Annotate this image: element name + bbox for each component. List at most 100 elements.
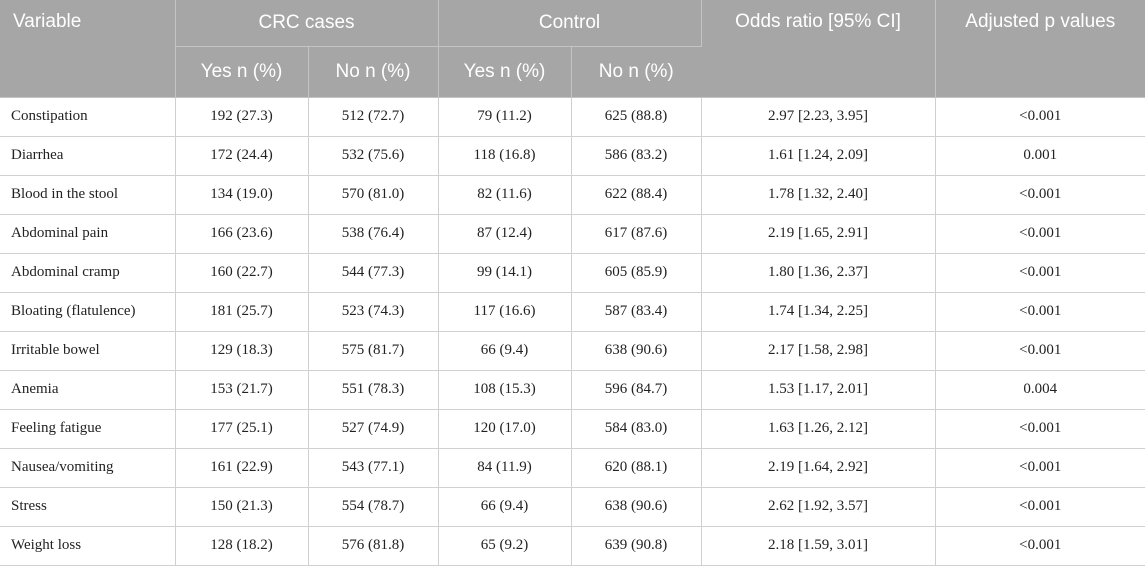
cell-crc-no: 527 (74.9) (308, 409, 439, 449)
cell-odds-ratio: 1.63 [1.26, 2.12] (701, 409, 936, 449)
cell-variable: Feeling fatigue (0, 409, 176, 449)
cell-crc-no: 554 (78.7) (308, 487, 439, 527)
cell-odds-ratio: 1.53 [1.17, 2.01] (701, 370, 936, 410)
cell-control-yes: 120 (17.0) (438, 409, 572, 449)
table-row: Anemia 153 (21.7) 551 (78.3) 108 (15.3) 596 … (0, 370, 1145, 410)
cell-crc-no: 544 (77.3) (308, 253, 439, 293)
table-row: Constipation 192 (27.3) 512 (72.7) 79 (11.2… (0, 96, 1145, 137)
table-row: Nausea/vomiting 161 (22.9) 543 (77.1) 84 (1… (0, 448, 1145, 488)
cell-control-yes: 66 (9.4) (438, 331, 572, 371)
cell-control-no: 638 (90.6) (571, 331, 702, 371)
cell-control-no: 605 (85.9) (571, 253, 702, 293)
cell-variable: Diarrhea (0, 136, 176, 176)
cell-odds-ratio: 2.19 [1.64, 2.92] (701, 448, 936, 488)
cell-odds-ratio: 2.62 [1.92, 3.57] (701, 487, 936, 527)
cell-control-yes: 79 (11.2) (438, 96, 572, 137)
cell-odds-ratio: 1.61 [1.24, 2.09] (701, 136, 936, 176)
cell-crc-no: 576 (81.8) (308, 526, 439, 566)
cell-crc-yes: 177 (25.1) (175, 409, 309, 449)
cell-control-no: 587 (83.4) (571, 292, 702, 332)
cell-control-no: 638 (90.6) (571, 487, 702, 527)
header-adjusted-p: Adjusted p values (935, 0, 1145, 98)
cell-variable: Nausea/vomiting (0, 448, 176, 488)
cell-adjusted-p: <0.001 (935, 96, 1145, 137)
cell-adjusted-p: 0.001 (935, 136, 1145, 176)
cell-odds-ratio: 2.17 [1.58, 2.98] (701, 331, 936, 371)
table-row: Blood in the stool 134 (19.0) 570 (81.0) 82… (0, 175, 1145, 215)
cell-control-no: 596 (84.7) (571, 370, 702, 410)
cell-crc-yes: 150 (21.3) (175, 487, 309, 527)
cell-crc-yes: 134 (19.0) (175, 175, 309, 215)
cell-control-no: 620 (88.1) (571, 448, 702, 488)
cell-adjusted-p: <0.001 (935, 175, 1145, 215)
cell-crc-no: 575 (81.7) (308, 331, 439, 371)
cell-control-yes: 82 (11.6) (438, 175, 572, 215)
cell-crc-yes: 166 (23.6) (175, 214, 309, 254)
cell-odds-ratio: 2.19 [1.65, 2.91] (701, 214, 936, 254)
cell-crc-yes: 153 (21.7) (175, 370, 309, 410)
cell-variable: Bloating (flatulence) (0, 292, 176, 332)
cell-adjusted-p: <0.001 (935, 292, 1145, 332)
header-odds-ratio: Odds ratio [95% CI] (701, 0, 936, 98)
cell-control-yes: 65 (9.2) (438, 526, 572, 566)
cell-crc-yes: 160 (22.7) (175, 253, 309, 293)
cell-control-no: 617 (87.6) (571, 214, 702, 254)
table-header: Variable CRC cases Control Odds ratio [9… (0, 0, 1145, 98)
cell-adjusted-p: <0.001 (935, 253, 1145, 293)
cell-control-yes: 87 (12.4) (438, 214, 572, 254)
table-row: Irritable bowel 129 (18.3) 575 (81.7) 66 (9… (0, 331, 1145, 371)
cell-odds-ratio: 1.80 [1.36, 2.37] (701, 253, 936, 293)
header-control-yes: Yes n (%) (438, 46, 572, 98)
table-row: Bloating (flatulence) 181 (25.7) 523 (74.3… (0, 292, 1145, 332)
header-variable: Variable (0, 0, 176, 98)
table-row: Abdominal cramp 160 (22.7) 544 (77.3) 99 (1… (0, 253, 1145, 293)
cell-adjusted-p: <0.001 (935, 448, 1145, 488)
header-crc-cases: CRC cases (175, 0, 439, 47)
table-row: Feeling fatigue 177 (25.1) 527 (74.9) 120 (… (0, 409, 1145, 449)
cell-control-yes: 108 (15.3) (438, 370, 572, 410)
cell-adjusted-p: <0.001 (935, 409, 1145, 449)
cell-crc-no: 532 (75.6) (308, 136, 439, 176)
cell-crc-no: 570 (81.0) (308, 175, 439, 215)
cell-variable: Abdominal pain (0, 214, 176, 254)
table-row: Abdominal pain 166 (23.6) 538 (76.4) 87 (12… (0, 214, 1145, 254)
header-crc-yes: Yes n (%) (175, 46, 309, 98)
cell-variable: Blood in the stool (0, 175, 176, 215)
table-row: Stress 150 (21.3) 554 (78.7) 66 (9.4) 638 (9… (0, 487, 1145, 527)
cell-odds-ratio: 2.18 [1.59, 3.01] (701, 526, 936, 566)
cell-adjusted-p: <0.001 (935, 331, 1145, 371)
cell-odds-ratio: 2.97 [2.23, 3.95] (701, 96, 936, 137)
cell-crc-yes: 192 (27.3) (175, 96, 309, 137)
cell-control-no: 625 (88.8) (571, 96, 702, 137)
cell-crc-no: 512 (72.7) (308, 96, 439, 137)
cell-control-no: 639 (90.8) (571, 526, 702, 566)
cell-variable: Anemia (0, 370, 176, 410)
cell-control-no: 622 (88.4) (571, 175, 702, 215)
cell-adjusted-p: 0.004 (935, 370, 1145, 410)
cell-crc-no: 551 (78.3) (308, 370, 439, 410)
header-control-no: No n (%) (571, 46, 702, 98)
header-crc-no: No n (%) (308, 46, 439, 98)
table-body: Constipation 192 (27.3) 512 (72.7) 79 (11.2… (0, 96, 1145, 566)
cell-control-no: 586 (83.2) (571, 136, 702, 176)
cell-crc-yes: 172 (24.4) (175, 136, 309, 176)
cell-control-yes: 118 (16.8) (438, 136, 572, 176)
cell-adjusted-p: <0.001 (935, 526, 1145, 566)
table-row: Diarrhea 172 (24.4) 532 (75.6) 118 (16.8) 58… (0, 136, 1145, 176)
cell-variable: Weight loss (0, 526, 176, 566)
cell-control-yes: 84 (11.9) (438, 448, 572, 488)
cell-variable: Constipation (0, 96, 176, 137)
table-row: Weight loss 128 (18.2) 576 (81.8) 65 (9.2) 6… (0, 526, 1145, 566)
cell-odds-ratio: 1.74 [1.34, 2.25] (701, 292, 936, 332)
cell-control-yes: 117 (16.6) (438, 292, 572, 332)
cell-variable: Stress (0, 487, 176, 527)
cell-adjusted-p: <0.001 (935, 214, 1145, 254)
cell-crc-no: 523 (74.3) (308, 292, 439, 332)
cell-crc-yes: 161 (22.9) (175, 448, 309, 488)
cell-variable: Irritable bowel (0, 331, 176, 371)
cell-control-no: 584 (83.0) (571, 409, 702, 449)
header-control: Control (438, 0, 702, 47)
cell-adjusted-p: <0.001 (935, 487, 1145, 527)
cell-crc-yes: 129 (18.3) (175, 331, 309, 371)
